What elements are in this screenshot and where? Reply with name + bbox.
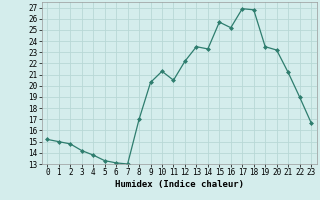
X-axis label: Humidex (Indice chaleur): Humidex (Indice chaleur) <box>115 180 244 189</box>
